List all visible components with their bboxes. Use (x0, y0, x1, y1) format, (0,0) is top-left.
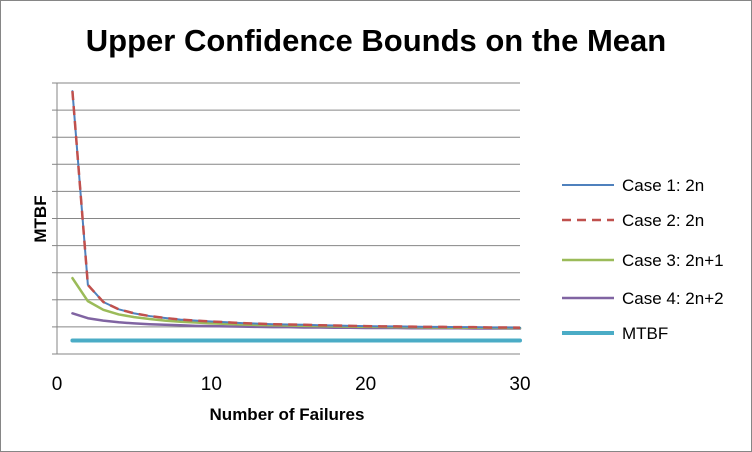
legend: Case 1: 2n Case 2: 2n Case 3: 2n+1 Case 4: … (562, 176, 724, 343)
x-tick-labels: 0 10 20 30 (52, 374, 531, 395)
x-tick-label: 10 (201, 374, 222, 395)
legend-label: Case 2: 2n (622, 211, 704, 230)
series-line-3 (71, 276, 522, 330)
axes (52, 82, 520, 355)
series-lines (70, 90, 522, 343)
x-tick-label: 30 (509, 374, 530, 395)
series-line-1 (71, 90, 521, 329)
gridlines (57, 82, 520, 328)
chart-title: Upper Confidence Bounds on the Mean (86, 23, 666, 58)
legend-label: Case 3: 2n+1 (622, 251, 724, 270)
x-tick-label: 20 (355, 374, 376, 395)
x-axis-label: Number of Failures (210, 405, 365, 424)
legend-label: Case 1: 2n (622, 176, 704, 195)
series-line-2 (71, 91, 521, 329)
legend-label: MTBF (622, 324, 668, 343)
y-axis-label: MTBF (31, 195, 50, 242)
x-tick-label: 0 (52, 374, 63, 395)
legend-label: Case 4: 2n+2 (622, 289, 724, 308)
